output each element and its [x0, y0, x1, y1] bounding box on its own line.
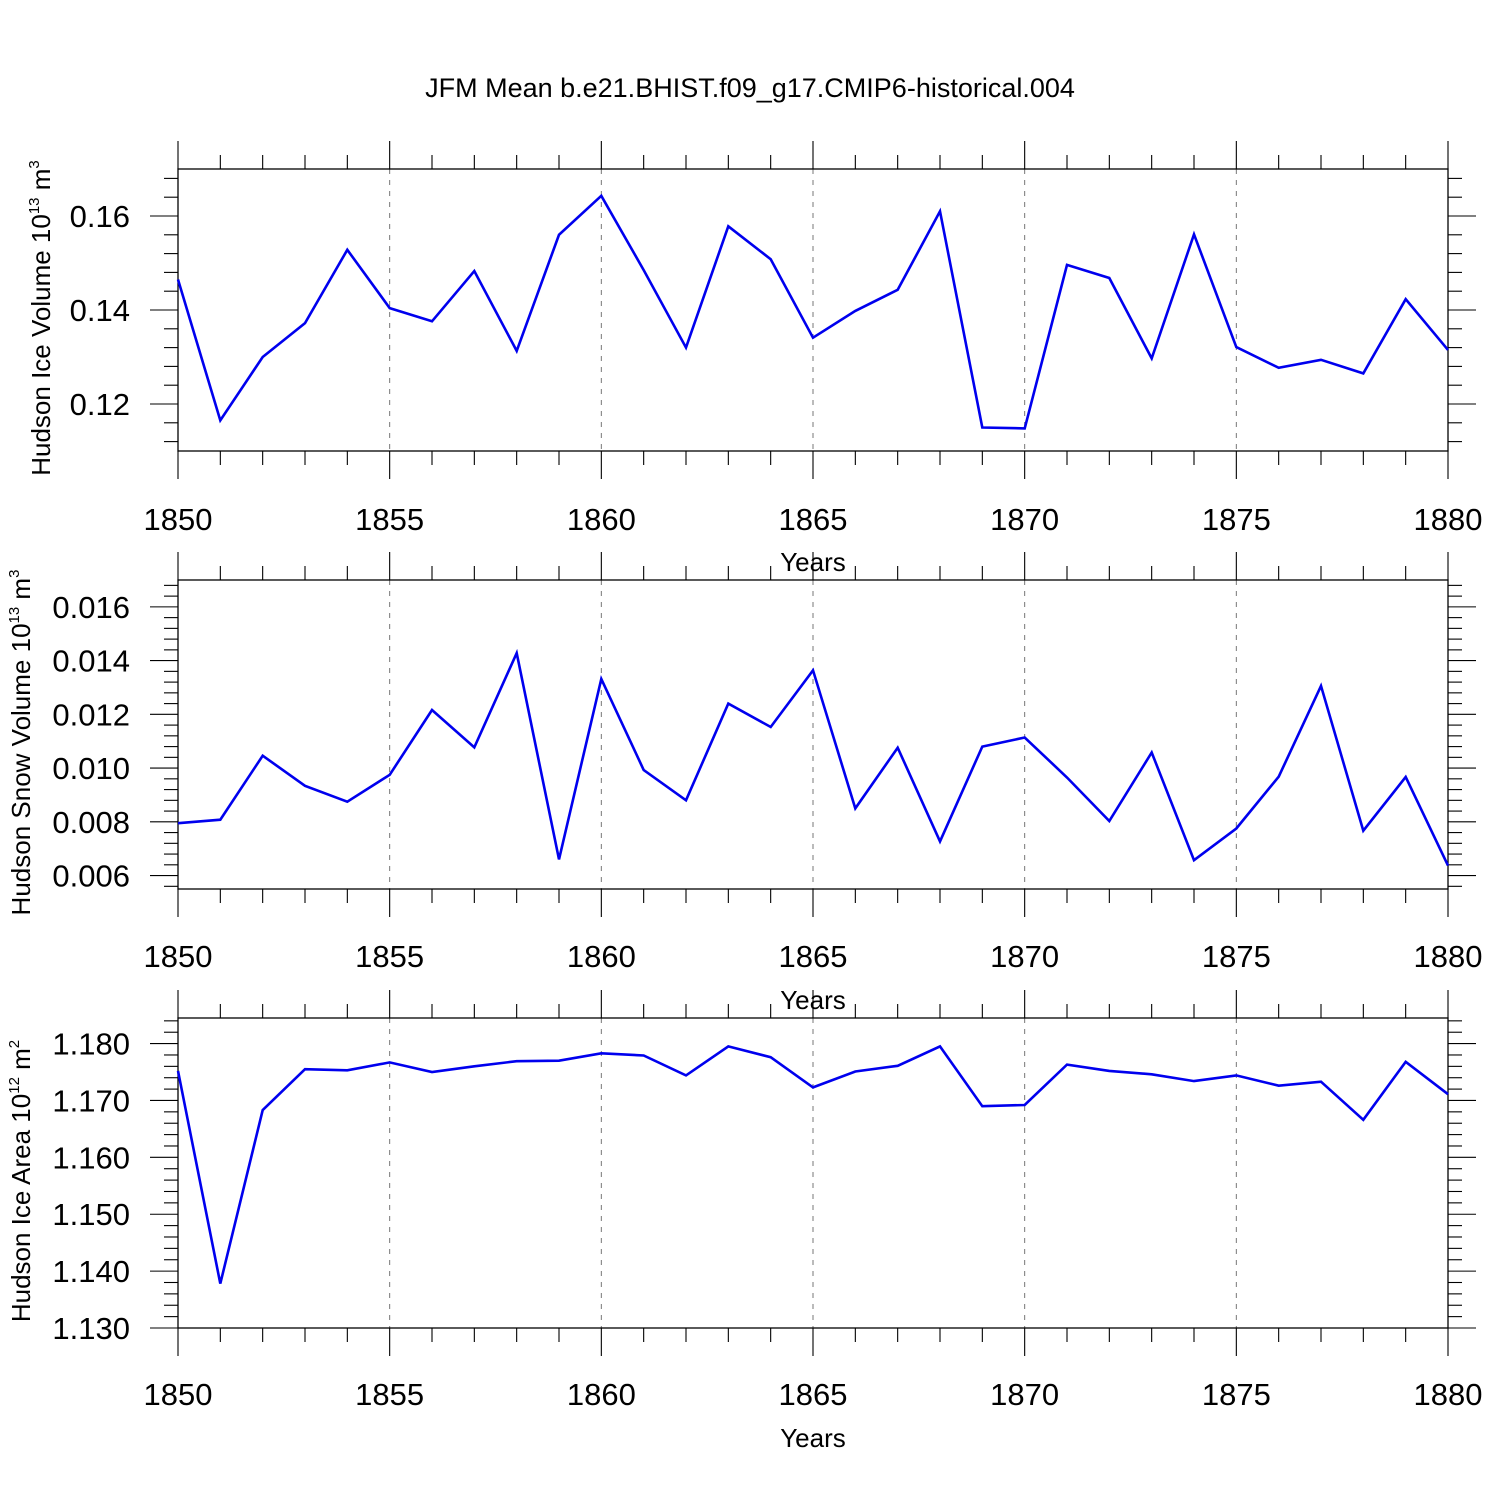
y-tick-label: 1.140 — [52, 1254, 130, 1289]
y-tick-label: 0.010 — [52, 751, 130, 786]
series-line — [176, 1044, 1449, 1284]
y-tick-label: 0.16 — [70, 199, 130, 234]
chart-panels: 0.12 0.14 0.16 1850 1855 1860 1865 1870 1875 1880… — [6, 141, 1482, 1453]
figure-title: JFM Mean b.e21.BHIST.f09_g17.CMIP6-histo… — [425, 73, 1075, 103]
y-axis-title: Hudson Snow Volume 1013 m3 — [6, 570, 36, 916]
y-axis-title: Hudson Ice Volume 1013 m3 — [26, 160, 56, 476]
x-tick-label: 1875 — [1202, 1377, 1271, 1412]
y-tick-label: 0.008 — [52, 805, 130, 840]
x-tick-label: 1875 — [1202, 939, 1271, 974]
x-tick-label: 1855 — [355, 502, 424, 537]
x-tick-label: 1860 — [567, 502, 636, 537]
y-axis-title: Hudson Ice Area 1012 m2 — [6, 1040, 36, 1322]
x-tick-label: 1880 — [1414, 939, 1483, 974]
y-tick-label: 1.160 — [52, 1140, 130, 1175]
x-tick-label: 1850 — [144, 1377, 213, 1412]
y-tick-label: 1.170 — [52, 1083, 130, 1118]
chart-panel-2: 0.006 0.008 0.010 0.012 0.014 0.016 1850 1855 18… — [6, 552, 1482, 1015]
y-tick-label: 1.150 — [52, 1197, 130, 1232]
x-tick-label: 1865 — [779, 939, 848, 974]
series-line — [177, 648, 1450, 867]
x-tick-label: 1880 — [1414, 502, 1483, 537]
x-tick-label: 1870 — [990, 1377, 1059, 1412]
y-tick-label: 0.012 — [52, 697, 130, 732]
y-tick-label: 1.180 — [52, 1027, 130, 1062]
y-tick-label: 0.014 — [52, 644, 130, 679]
x-tick-label: 1860 — [567, 939, 636, 974]
x-tick-label: 1855 — [355, 1377, 424, 1412]
x-axis-title: Years — [780, 1423, 846, 1453]
y-tick-label: 0.016 — [52, 590, 130, 625]
x-tick-label: 1850 — [144, 502, 213, 537]
y-tick-label: 0.12 — [70, 387, 130, 422]
x-tick-label: 1865 — [779, 1377, 848, 1412]
x-tick-label: 1870 — [990, 502, 1059, 537]
x-tick-label: 1870 — [990, 939, 1059, 974]
x-tick-label: 1875 — [1202, 502, 1271, 537]
series-line — [176, 193, 1449, 430]
y-tick-label: 1.130 — [52, 1311, 130, 1346]
y-tick-label: 0.14 — [70, 293, 130, 328]
x-tick-label: 1880 — [1414, 1377, 1483, 1412]
x-tick-label: 1850 — [144, 939, 213, 974]
x-tick-label: 1860 — [567, 1377, 636, 1412]
y-tick-label: 0.006 — [52, 859, 130, 894]
x-tick-label: 1855 — [355, 939, 424, 974]
x-tick-label: 1865 — [779, 502, 848, 537]
chart-panel-3: 1.130 1.140 1.150 1.160 1.170 1.180 1850 1855 18… — [6, 990, 1482, 1453]
plot-frame — [177, 168, 1449, 452]
chart-panel-1: 0.12 0.14 0.16 1850 1855 1860 1865 1870 1875 1880… — [26, 141, 1482, 577]
